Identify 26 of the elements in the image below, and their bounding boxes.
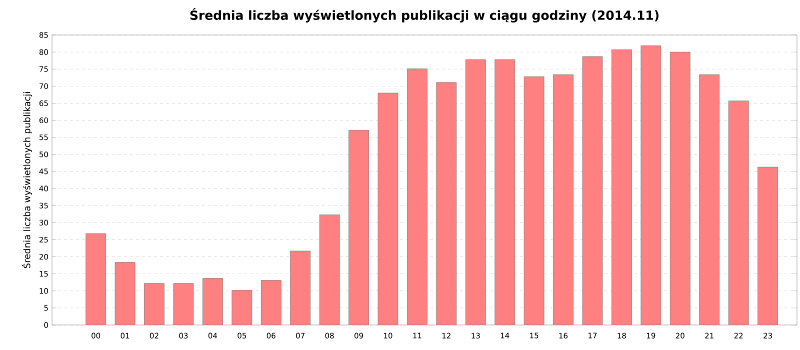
bar xyxy=(348,130,369,325)
bar xyxy=(612,50,632,325)
bar xyxy=(553,74,574,325)
bar xyxy=(290,250,310,325)
bar xyxy=(202,278,223,325)
bar xyxy=(524,76,544,325)
bar xyxy=(582,56,602,325)
bar xyxy=(436,82,456,325)
bar xyxy=(407,68,428,325)
bar xyxy=(144,283,164,325)
y-axis-title: Średnia liczba wyświetlonych publikacji xyxy=(22,92,32,268)
bar xyxy=(640,46,661,325)
bar xyxy=(86,234,106,325)
bar xyxy=(115,262,136,325)
bar xyxy=(670,52,690,325)
bar xyxy=(466,60,486,325)
bar xyxy=(320,214,340,325)
bar xyxy=(728,100,749,325)
bar xyxy=(494,60,515,325)
bar xyxy=(261,280,282,325)
bar xyxy=(758,166,778,325)
bar xyxy=(378,92,398,325)
bar xyxy=(232,290,252,325)
bar xyxy=(699,74,720,325)
bar xyxy=(173,283,194,325)
chart-title: Średnia liczba wyświetlonych publikacji w ciągu godziny (2014.11) xyxy=(190,8,659,22)
